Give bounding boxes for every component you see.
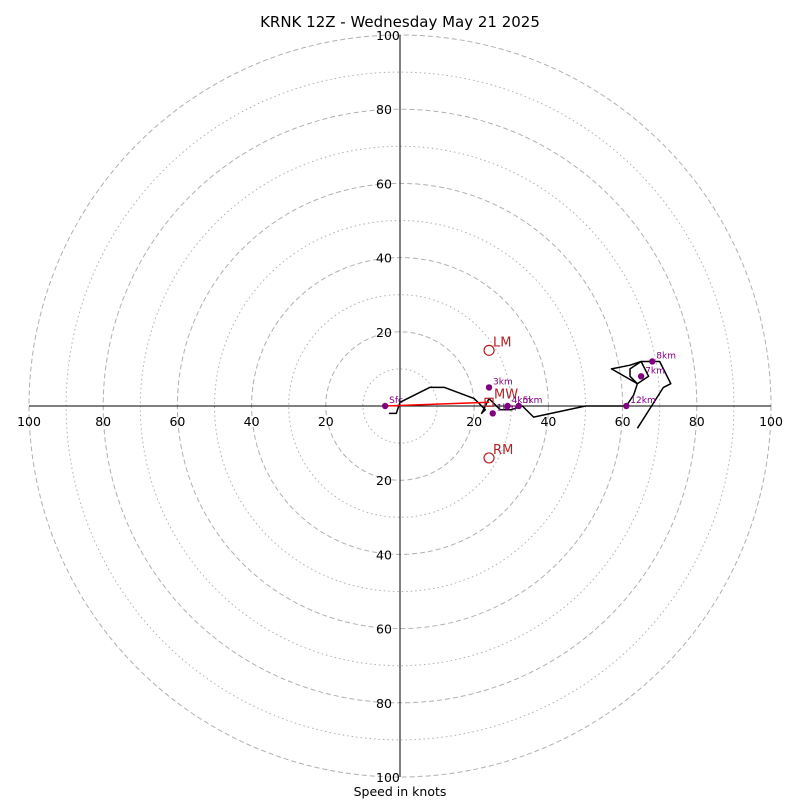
height-point-label: 4km	[512, 396, 532, 406]
storm-motion-marker	[483, 344, 495, 356]
x-tick-label: 40	[244, 414, 260, 429]
y-tick-label: 80	[376, 696, 392, 711]
storm-motion-marker	[483, 452, 495, 464]
height-point-label: 12km	[630, 396, 655, 406]
height-point	[489, 410, 496, 417]
x-tick-label: 20	[318, 414, 334, 429]
storm-motion-label: RM	[493, 443, 513, 458]
shear-vector: MW	[385, 387, 518, 407]
x-tick-label: 80	[689, 414, 705, 429]
y-tick-label: 100	[376, 28, 400, 43]
y-tick-label: 60	[376, 176, 392, 191]
height-point	[381, 402, 389, 410]
x-tick-label: 20	[466, 414, 482, 429]
height-point-label: 3km	[493, 377, 513, 387]
x-tick-label: 80	[95, 414, 111, 429]
y-tick-label: 60	[376, 622, 392, 637]
height-markers: Sfc3km1km4km5km12km7km8km	[381, 351, 676, 417]
mean-wind-marker	[484, 397, 494, 407]
x-axis-label: Speed in knots	[354, 784, 447, 799]
y-tick-label: 40	[376, 547, 392, 562]
height-point-label: 5km	[523, 396, 543, 406]
x-tick-label: 100	[17, 414, 41, 429]
height-point-label: 8km	[656, 351, 676, 361]
storm-motion-markers: LM RM	[483, 335, 513, 464]
height-point	[515, 402, 522, 410]
height-point	[504, 402, 511, 410]
tick-labels: 100 80 60 40 20 20 40 60 80 100 100 80 60 40 20 20 40 60 8…	[17, 28, 783, 785]
height-point	[637, 373, 645, 380]
x-tick-label: 40	[540, 414, 556, 429]
chart-title: KRNK 12Z - Wednesday May 21 2025	[260, 13, 540, 31]
x-tick-label: 60	[615, 414, 631, 429]
shear-vector-line	[385, 401, 490, 407]
mean-wind-label: MW	[494, 387, 518, 402]
height-point-label: Sfc	[389, 396, 403, 406]
height-point	[649, 358, 656, 365]
y-tick-label: 80	[376, 102, 392, 117]
y-tick-label: 100	[376, 770, 400, 785]
y-tick-label: 20	[376, 473, 392, 488]
x-tick-label: 60	[169, 414, 185, 429]
storm-motion-label: LM	[493, 335, 511, 350]
height-point-label: 7km	[645, 366, 665, 376]
height-point	[623, 402, 630, 410]
y-tick-label: 20	[376, 325, 392, 340]
y-tick-label: 40	[376, 251, 392, 266]
x-tick-label: 100	[759, 414, 783, 429]
height-point	[485, 384, 493, 391]
